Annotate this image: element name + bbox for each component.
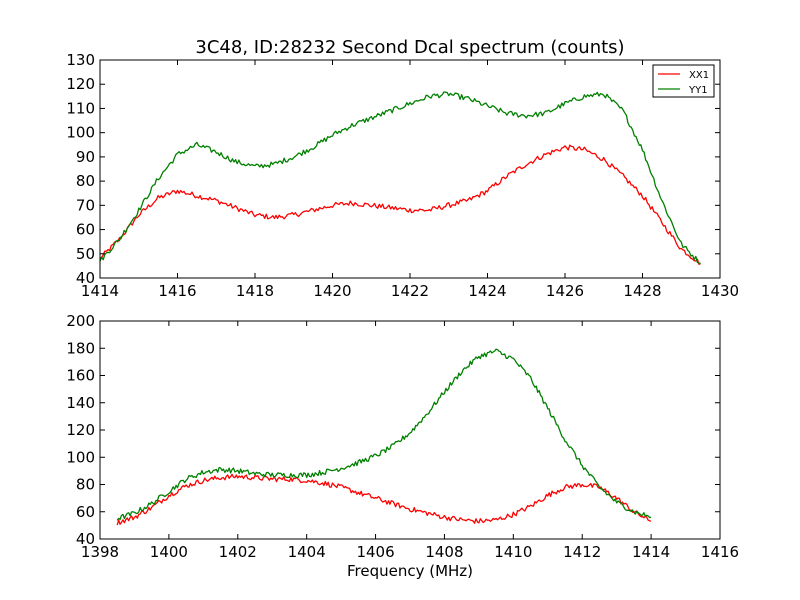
y-tick-label: 120	[66, 75, 95, 93]
y-tick-label: 60	[76, 503, 95, 521]
legend-label-yy1: YY1	[688, 85, 708, 96]
bottom-plot-area	[116, 348, 652, 526]
x-tick-label: 1412	[563, 543, 601, 561]
x-tick-label: 1428	[623, 282, 661, 300]
x-tick-label: 1416	[158, 282, 196, 300]
y-tick-label: 80	[76, 476, 95, 494]
bottom-x-axis: 1398 1400 1402 1404 1406 1408 1410 1412 1414 1416	[81, 321, 739, 561]
x-tick-label: 1410	[494, 543, 532, 561]
bottom-spectrum-panel: 1398 1400 1402 1404 1406 1408 1410 1412 1414 1416…	[66, 312, 739, 580]
bottom-series-line-xx1	[116, 473, 652, 526]
x-tick-label: 1408	[425, 543, 463, 561]
y-tick-label: 180	[66, 339, 95, 357]
top-x-axis: 1414 1416 1418 1420 1422 1424 1426 1428 1430	[81, 60, 739, 300]
x-tick-label: 1404	[288, 543, 326, 561]
y-tick-label: 70	[76, 196, 95, 214]
x-tick-label: 1424	[468, 282, 506, 300]
y-tick-label: 80	[76, 172, 95, 190]
x-tick-label: 1426	[546, 282, 584, 300]
y-tick-label: 110	[66, 99, 95, 117]
y-tick-label: 100	[66, 124, 95, 142]
x-tick-label: 1398	[81, 543, 119, 561]
x-tick-label: 1406	[356, 543, 394, 561]
x-tick-label: 1414	[632, 543, 670, 561]
bottom-series-line-yy1	[116, 348, 652, 521]
top-plot-area	[99, 91, 701, 265]
x-tick-label: 1418	[236, 282, 274, 300]
x-tick-label: 1402	[219, 543, 257, 561]
x-tick-label: 1400	[150, 543, 188, 561]
y-tick-label: 160	[66, 367, 95, 385]
y-tick-label: 40	[76, 530, 95, 548]
x-tick-label: 1422	[391, 282, 429, 300]
y-tick-label: 120	[66, 421, 95, 439]
x-tick-label: 1416	[701, 543, 739, 561]
y-tick-label: 100	[66, 448, 95, 466]
x-tick-label: 1414	[81, 282, 119, 300]
y-tick-label: 60	[76, 221, 95, 239]
y-tick-label: 50	[76, 245, 95, 263]
x-tick-label: 1430	[701, 282, 739, 300]
chart-title: 3C48, ID:28232 Second Dcal spectrum (cou…	[195, 37, 624, 58]
x-tick-label: 1420	[313, 282, 351, 300]
bottom-y-axis: 40 60 80 100 120 140 160 180 200	[66, 312, 720, 548]
top-y-axis: 40 50 60 70 80 90 100 110 120 130	[66, 51, 720, 287]
top-spectrum-panel: 3C48, ID:28232 Second Dcal spectrum (cou…	[66, 37, 739, 300]
y-tick-label: 40	[76, 269, 95, 287]
y-tick-label: 90	[76, 148, 95, 166]
top-series-line-yy1	[99, 91, 701, 265]
legend: XX1 YY1	[652, 64, 715, 98]
legend-label-xx1: XX1	[689, 70, 709, 81]
x-axis-label: Frequency (MHz)	[347, 562, 473, 580]
legend-box	[652, 64, 715, 98]
y-tick-label: 130	[66, 51, 95, 69]
y-tick-label: 140	[66, 394, 95, 412]
y-tick-label: 200	[66, 312, 95, 330]
top-series-line-xx1	[99, 144, 701, 265]
